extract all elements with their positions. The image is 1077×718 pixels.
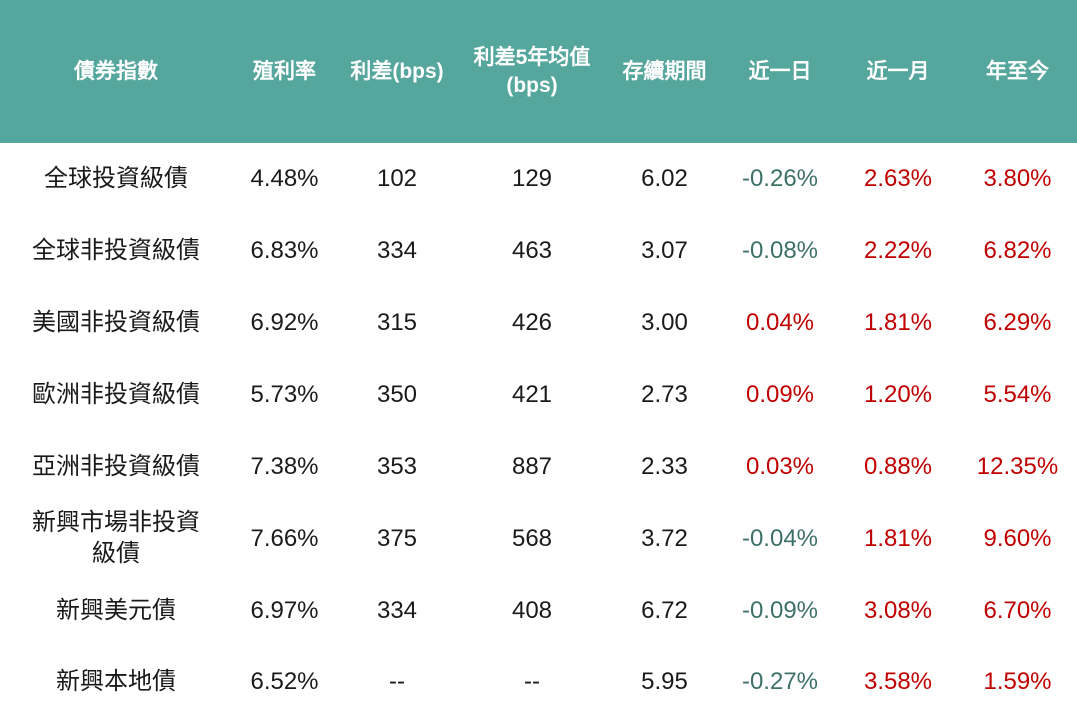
cell-change-ytd: 6.29% <box>983 309 1052 337</box>
cell-spread-5y-avg-bps: 568 <box>511 524 553 552</box>
cell-spread-5y-avg-bps: 463 <box>511 237 553 265</box>
cell-change-1m: 3.08% <box>863 596 933 624</box>
cell-change-1m: 2.63% <box>863 165 933 193</box>
col-header-spread-5y-avg-bps: 利差5年均值(bps) <box>457 0 607 143</box>
cell-index-name: 全球投資級債 <box>44 165 188 193</box>
cell-index-name: 新興美元債 <box>56 596 176 624</box>
cell-change-1d: 0.03% <box>745 452 815 480</box>
cell-spread-5y-avg-bps: 421 <box>511 380 553 408</box>
cell-index-name: 美國非投資級債 <box>32 309 200 337</box>
cell-index-name: 歐洲非投資級債 <box>32 380 200 408</box>
col-header-spread-bps: 利差(bps) <box>337 0 457 143</box>
cell-change-1m: 0.88% <box>863 452 933 480</box>
cell-change-ytd: 6.82% <box>983 237 1052 265</box>
cell-duration: 3.00 <box>641 309 688 337</box>
cell-yield: 6.97% <box>250 596 319 624</box>
cell-change-ytd: 5.54% <box>983 380 1052 408</box>
cell-change-1d: -0.27% <box>741 668 819 696</box>
cell-spread-bps: -- <box>389 668 405 696</box>
cell-change-1m: 3.58% <box>863 668 933 696</box>
cell-change-ytd: 12.35% <box>976 452 1059 480</box>
cell-yield: 6.83% <box>250 237 319 265</box>
col-header-change-1d: 近一日 <box>722 0 838 143</box>
cell-spread-bps: 315 <box>376 309 418 337</box>
cell-spread-5y-avg-bps: 408 <box>511 596 553 624</box>
cell-spread-bps: 334 <box>376 237 418 265</box>
cell-spread-5y-avg-bps: 887 <box>511 452 553 480</box>
cell-change-1d: -0.26% <box>741 165 819 193</box>
table-row: 美國非投資級債 6.92% 315 426 3.00 0.04% 1.81% 6.29% <box>0 287 1077 359</box>
cell-change-ytd: 6.70% <box>983 596 1052 624</box>
cell-change-1m: 1.20% <box>863 380 933 408</box>
cell-change-1d: -0.09% <box>741 596 819 624</box>
cell-change-1d: -0.08% <box>741 237 819 265</box>
table-body: 全球投資級債 4.48% 102 129 6.02 -0.26% 2.63% 3.80% 全球非… <box>0 143 1077 718</box>
cell-index-name: 新興市場非投資級債 <box>32 509 200 568</box>
cell-index-name: 全球非投資級債 <box>32 237 200 265</box>
cell-change-ytd: 3.80% <box>983 165 1052 193</box>
cell-spread-5y-avg-bps: 129 <box>511 165 553 193</box>
cell-yield: 6.52% <box>250 668 319 696</box>
header-row: 債券指數 殖利率 利差(bps) 利差5年均值(bps) 存續期間 近一日 近一… <box>0 0 1077 143</box>
cell-change-1d: 0.04% <box>745 309 815 337</box>
cell-change-ytd: 9.60% <box>983 524 1052 552</box>
cell-change-1d: -0.04% <box>741 524 819 552</box>
table-row: 新興美元債 6.97% 334 408 6.72 -0.09% 3.08% 6.70% <box>0 574 1077 646</box>
cell-duration: 6.72 <box>641 596 688 624</box>
table-row: 歐洲非投資級債 5.73% 350 421 2.73 0.09% 1.20% 5.54% <box>0 359 1077 431</box>
cell-spread-bps: 375 <box>376 524 418 552</box>
cell-yield: 7.38% <box>250 452 319 480</box>
cell-duration: 5.95 <box>641 668 688 696</box>
col-header-change-ytd: 年至今 <box>958 0 1077 143</box>
table-row: 全球非投資級債 6.83% 334 463 3.07 -0.08% 2.22% 6.82% <box>0 215 1077 287</box>
cell-yield: 6.92% <box>250 309 319 337</box>
cell-yield: 4.48% <box>250 165 319 193</box>
cell-index-name: 新興本地債 <box>56 668 176 696</box>
col-header-yield: 殖利率 <box>232 0 337 143</box>
col-header-duration: 存續期間 <box>607 0 722 143</box>
cell-spread-bps: 350 <box>376 380 418 408</box>
cell-spread-5y-avg-bps: -- <box>524 668 540 696</box>
cell-change-ytd: 1.59% <box>983 668 1052 696</box>
table-row: 全球投資級債 4.48% 102 129 6.02 -0.26% 2.63% 3.80% <box>0 143 1077 215</box>
col-header-change-1m: 近一月 <box>838 0 958 143</box>
cell-duration: 6.02 <box>641 165 688 193</box>
cell-spread-bps: 353 <box>376 452 418 480</box>
cell-yield: 5.73% <box>250 380 319 408</box>
cell-duration: 3.07 <box>641 237 688 265</box>
cell-spread-5y-avg-bps: 426 <box>511 309 553 337</box>
cell-duration: 2.73 <box>641 380 688 408</box>
table-row: 新興市場非投資級債 7.66% 375 568 3.72 -0.04% 1.81% 9.60% <box>0 502 1077 574</box>
cell-change-1m: 1.81% <box>863 309 933 337</box>
cell-duration: 3.72 <box>641 524 688 552</box>
table-row: 亞洲非投資級債 7.38% 353 887 2.33 0.03% 0.88% 12.35% <box>0 431 1077 503</box>
table-row: 新興本地債 6.52% -- -- 5.95 -0.27% 3.58% 1.59% <box>0 646 1077 718</box>
table-header: 債券指數 殖利率 利差(bps) 利差5年均值(bps) 存續期間 近一日 近一… <box>0 0 1077 143</box>
cell-spread-bps: 334 <box>376 596 418 624</box>
cell-spread-bps: 102 <box>376 165 418 193</box>
cell-change-1d: 0.09% <box>745 380 815 408</box>
cell-change-1m: 2.22% <box>863 237 933 265</box>
cell-duration: 2.33 <box>641 452 688 480</box>
col-header-index-name: 債券指數 <box>0 0 232 143</box>
cell-change-1m: 1.81% <box>863 524 933 552</box>
cell-yield: 7.66% <box>250 524 319 552</box>
cell-index-name: 亞洲非投資級債 <box>32 452 200 480</box>
